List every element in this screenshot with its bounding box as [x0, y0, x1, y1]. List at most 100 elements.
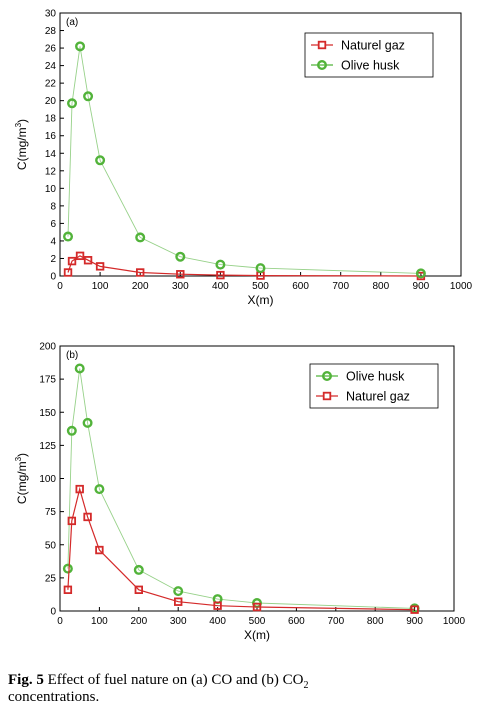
x-tick-label: 500	[252, 281, 269, 292]
y-tick-label: 30	[45, 9, 57, 20]
data-point	[255, 263, 266, 274]
panel-label: (a)	[66, 17, 78, 28]
data-point	[62, 563, 73, 574]
data-point	[95, 155, 106, 166]
data-point	[415, 268, 426, 279]
x-tick-label: 300	[172, 281, 189, 292]
y-tick-label: 0	[50, 272, 56, 283]
y-tick-label: 2	[50, 254, 56, 265]
y-tick-label: 200	[39, 342, 56, 353]
y-tick-label: 14	[45, 149, 57, 160]
x-tick-label: 200	[132, 281, 149, 292]
data-point	[94, 484, 105, 495]
y-tick-label: 150	[39, 408, 56, 419]
data-point	[63, 585, 73, 594]
x-tick-label: 700	[327, 616, 344, 627]
x-tick-label: 1000	[443, 616, 466, 627]
data-point	[135, 232, 146, 243]
data-point	[63, 268, 73, 277]
x-tick-label: 700	[332, 281, 349, 292]
data-point	[216, 270, 225, 280]
legend-marker	[317, 60, 328, 71]
data-point	[74, 363, 85, 374]
legend: Naturel gaz Olive husk	[304, 32, 434, 78]
y-axis-title: C(mg/m3)	[14, 453, 29, 504]
x-tick-label: 900	[413, 281, 430, 292]
legend-entry: Olive husk	[311, 59, 400, 73]
x-tick-label: 500	[249, 616, 266, 627]
y-axis-title-text-end: )	[15, 119, 29, 123]
x-tick-label: 100	[92, 281, 109, 292]
data-point	[173, 586, 184, 597]
y-tick-label: 0	[50, 607, 56, 618]
y-tick-label: 6	[50, 219, 56, 230]
x-tick-label: 600	[288, 616, 305, 627]
y-tick-label: 28	[45, 26, 57, 37]
data-point	[252, 602, 262, 612]
caption-label: Fig. 5	[8, 672, 44, 688]
x-tick-label: 400	[209, 616, 226, 627]
series-naturel-gaz	[63, 251, 426, 281]
data-point	[133, 564, 144, 575]
caption-text: Effect of fuel nature on (a) CO and (b) …	[43, 672, 304, 688]
data-point	[67, 98, 78, 109]
data-point	[66, 425, 77, 436]
y-axis-title-text-end: )	[15, 453, 29, 457]
y-axis-title-text: C(mg/m	[15, 127, 29, 170]
caption-subscript: 2	[303, 680, 309, 691]
data-point	[83, 512, 92, 522]
x-tick-label: 900	[406, 616, 423, 627]
x-tick-label: 400	[212, 281, 229, 292]
y-tick-label: 16	[45, 131, 57, 142]
series-line	[67, 255, 421, 277]
data-point	[95, 262, 105, 271]
y-tick-label: 4	[50, 236, 56, 247]
legend-label: Olive husk	[341, 59, 400, 73]
data-point	[176, 270, 185, 279]
data-point	[213, 601, 222, 610]
series-line	[67, 46, 421, 274]
series-olive-husk	[63, 41, 426, 279]
y-tick-label: 18	[45, 114, 57, 125]
y-axis-title-superscript: 3	[14, 122, 23, 127]
y-tick-label: 22	[45, 79, 57, 90]
legend-box	[309, 363, 439, 409]
legend: Olive husk Naturel gaz	[309, 363, 439, 409]
y-tick-label: 25	[45, 573, 57, 584]
series-line	[67, 368, 415, 609]
y-tick-label: 125	[39, 441, 56, 452]
x-tick-label: 100	[91, 616, 108, 627]
data-point	[134, 585, 143, 594]
series-naturel-gaz	[63, 484, 419, 614]
chart-panel-b: 0 100 200 300 400 500 600 700 800 900 1000 0 25 50 75 1…	[14, 342, 466, 643]
data-point	[173, 597, 183, 606]
y-axis-title: C(mg/m3)	[14, 119, 29, 170]
data-point	[410, 605, 419, 614]
y-tick-label: 50	[45, 540, 57, 551]
legend-label: Olive husk	[346, 370, 405, 384]
data-point	[75, 251, 85, 261]
data-point	[67, 516, 77, 526]
panel-label: (b)	[66, 350, 78, 361]
legend-label: Naturel gaz	[341, 39, 405, 53]
series-line	[67, 486, 415, 611]
x-tick-label: 200	[130, 616, 147, 627]
legend-marker	[317, 40, 327, 50]
data-point	[215, 259, 226, 270]
figure-caption: Fig. 5 Effect of fuel nature on (a) CO a…	[8, 672, 478, 706]
data-point	[75, 41, 86, 52]
legend-label: Naturel gaz	[346, 390, 410, 404]
y-tick-label: 26	[45, 44, 57, 55]
y-tick-label: 75	[45, 507, 57, 518]
data-point	[67, 256, 77, 266]
data-point	[83, 91, 94, 102]
legend-entry: Olive husk	[316, 370, 405, 384]
data-point	[83, 256, 93, 265]
data-point	[75, 484, 84, 494]
y-tick-label: 100	[39, 474, 56, 485]
x-tick-label: 600	[292, 281, 309, 292]
legend-entry: Naturel gaz	[316, 390, 410, 404]
legend-entry: Naturel gaz	[311, 39, 405, 53]
data-point	[135, 268, 145, 277]
